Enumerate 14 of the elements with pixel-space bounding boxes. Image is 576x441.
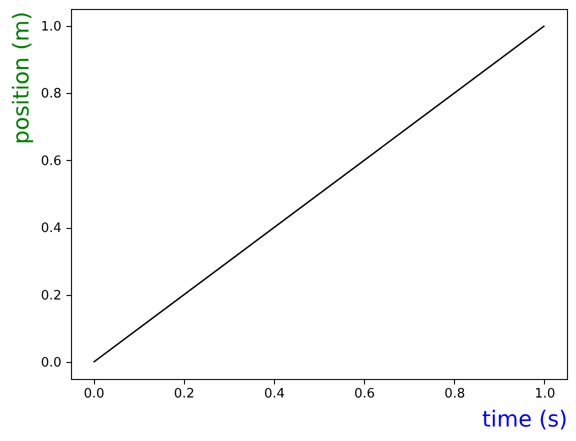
y-tick-label: 0.8	[40, 86, 62, 102]
x-tick-label: 0.8	[444, 386, 466, 402]
x-axis-title: time (s)	[482, 408, 568, 432]
y-tick-label: 1.0	[40, 19, 62, 34]
y-axis-title: position (m)	[10, 12, 34, 144]
x-tick-label: 0.0	[84, 386, 104, 402]
x-tick-label: 0.4	[264, 386, 285, 402]
y-tick-label: 0.6	[40, 154, 62, 169]
y-tick-label: 0.0	[40, 356, 62, 371]
x-tick-label: 0.2	[174, 386, 195, 402]
x-tick-label: 1.0	[534, 386, 556, 402]
y-tick-label: 0.2	[40, 288, 62, 304]
y-tick-label: 0.4	[40, 221, 62, 236]
x-tick-label: 0.6	[354, 386, 375, 402]
